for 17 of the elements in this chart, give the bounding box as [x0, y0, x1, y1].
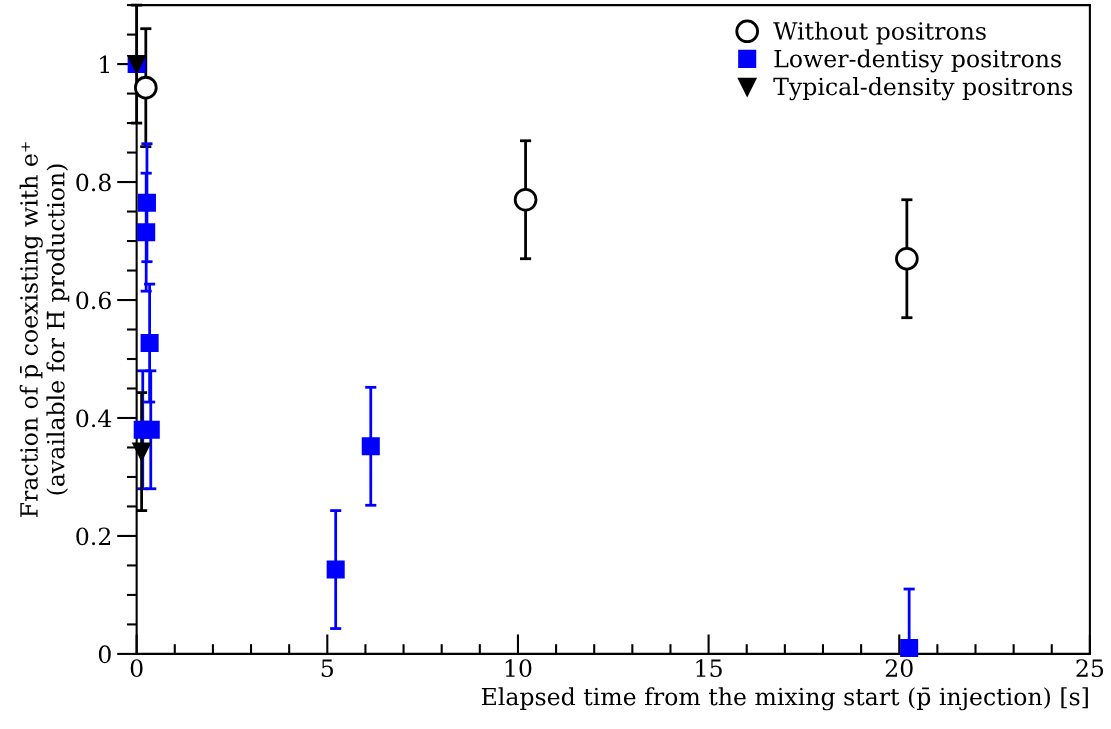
y-tick-label: 0 — [98, 645, 111, 664]
legend-label: Lower-dentisy positrons — [774, 49, 1061, 73]
x-tick-label: 25 — [1076, 659, 1104, 678]
x-tick-label: 0 — [130, 659, 143, 678]
x-tick-label: 10 — [505, 659, 532, 678]
x-tick-label: 20 — [885, 659, 913, 678]
x-tick-label: 5 — [321, 659, 333, 678]
y-tick-label: 0.4 — [76, 409, 112, 428]
y-tick-label: 0.6 — [76, 291, 111, 310]
y-tick-label: 0.8 — [76, 173, 111, 192]
y-axis-title: Fraction of p̄ coexisting with e⁺ (available for H̄ production) — [19, 142, 70, 518]
x-axis-title: Elapsed time from the mixing start (p̄ injection) [s] — [481, 687, 1088, 711]
y-tick-label: 1 — [100, 55, 109, 74]
legend-label: Without positrons — [773, 21, 986, 45]
y-tick-label: 0.2 — [76, 527, 111, 546]
legend-label: Typical-density positrons — [773, 77, 1073, 101]
x-tick-label: 15 — [696, 659, 722, 678]
